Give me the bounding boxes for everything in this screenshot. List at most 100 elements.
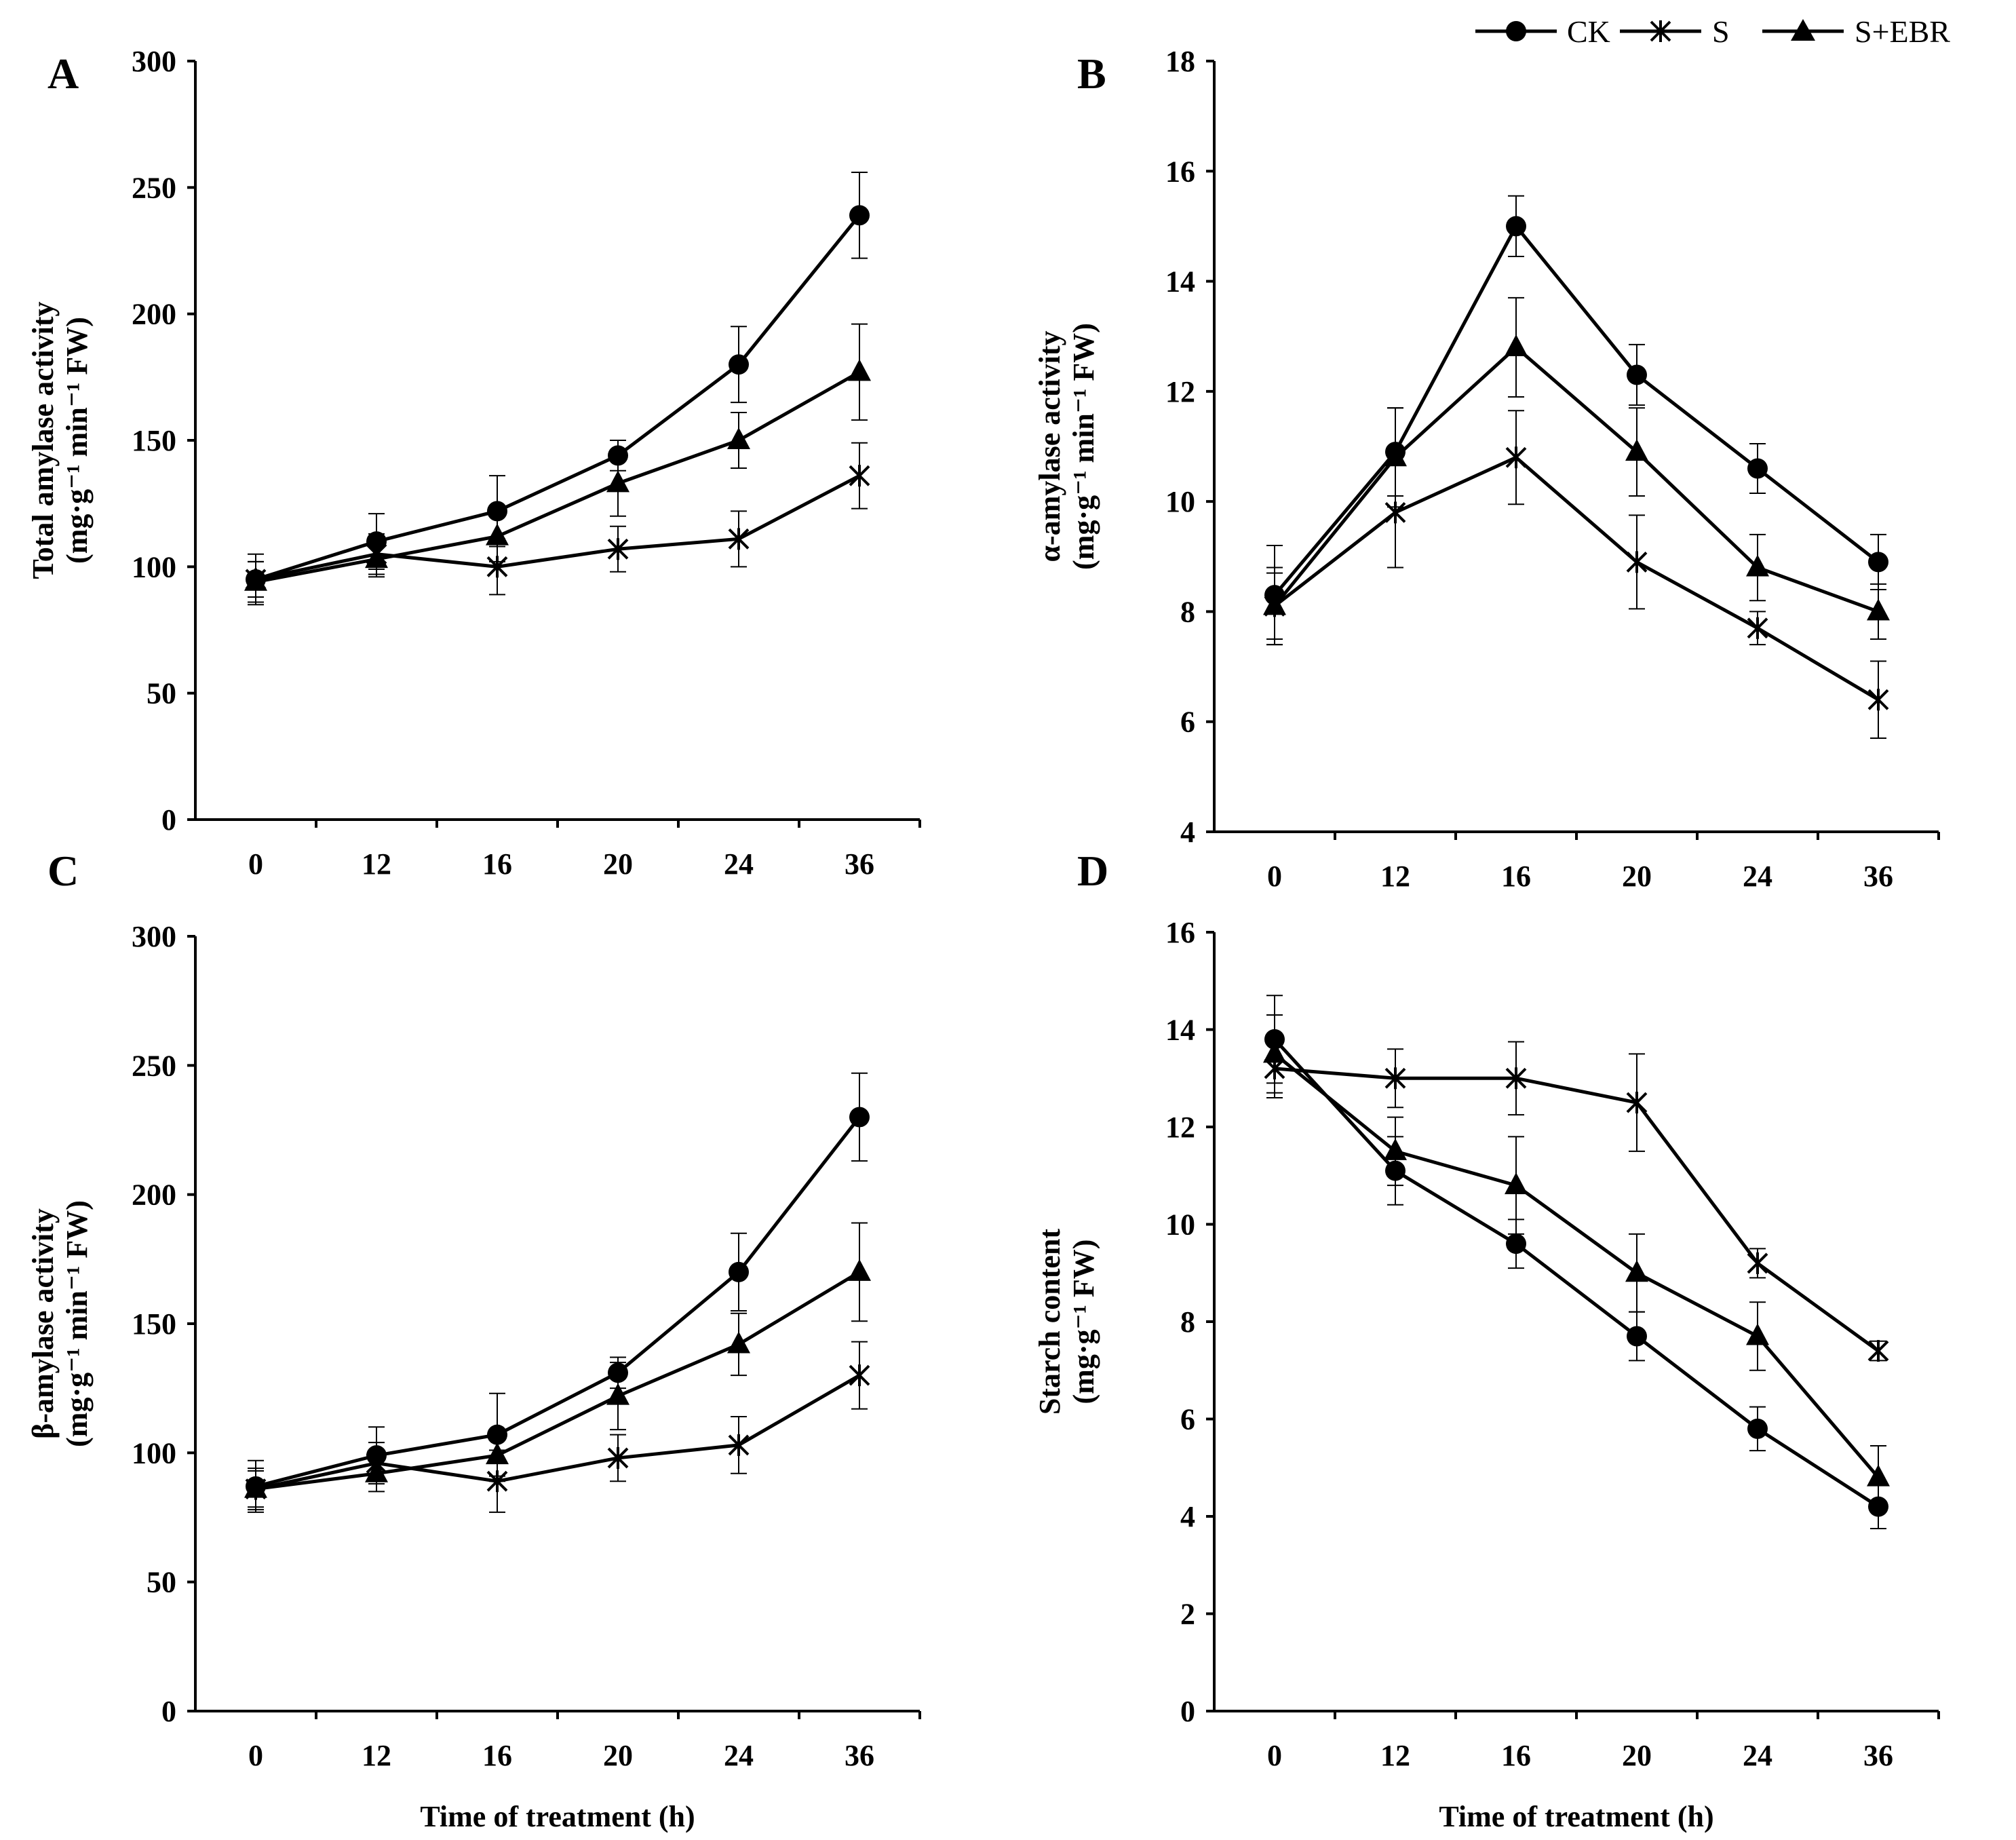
series-s-ebr-point [1384, 444, 1407, 467]
y-tick-label: 8 [1180, 1305, 1195, 1339]
x-tick-label: 0 [248, 1739, 263, 1772]
y-tick-label: 150 [132, 1307, 176, 1341]
y-tick-label: 16 [1165, 155, 1195, 188]
y-axis-title: (mg·g⁻¹ min⁻¹ FW) [60, 1200, 94, 1447]
series-s-point [607, 538, 629, 560]
series-s-line [1273, 455, 1880, 702]
series-s-ebr-point [727, 1331, 750, 1354]
y-tick-label: 2 [1180, 1598, 1195, 1631]
y-axis-title: (mg·g⁻¹ min⁻¹ FW) [1067, 323, 1100, 570]
x-tick-label: 12 [362, 847, 391, 881]
x-tick-label: 16 [1501, 1739, 1531, 1772]
series-ck-point [1627, 364, 1647, 385]
x-tick-label: 12 [1380, 860, 1410, 893]
x-tick-label: 20 [1622, 860, 1652, 893]
panel-label-d: D [1077, 847, 1108, 895]
series-ck-point [1868, 552, 1888, 573]
panel-a-total-amylase: 0 50 100 150 200 250 300 0 12 16 20 24 36 Total amyla… [26, 45, 921, 881]
x-tick-label: 16 [482, 847, 512, 881]
series-ck-line [1273, 223, 1880, 596]
x-tick-label: 0 [1267, 860, 1282, 893]
y-tick-label: 14 [1165, 1014, 1195, 1047]
y-tick-label: 200 [132, 1178, 176, 1212]
y-tick-label: 300 [132, 920, 176, 953]
series-s-ebr-point [1263, 1041, 1286, 1063]
asterisk-marker [1650, 20, 1671, 42]
series-s-point [1867, 689, 1889, 711]
series-s-ebr-point [365, 1460, 388, 1482]
series-s-ebr-point [486, 523, 509, 545]
y-axis-title: Starch content [1033, 1229, 1066, 1415]
series-s-ebr-point [606, 1383, 629, 1405]
legend: CK S S+EBR [1475, 14, 1950, 49]
y-tick-label: 4 [1180, 1500, 1195, 1533]
series-ck-point [1506, 216, 1526, 237]
series-ck-point [729, 354, 749, 375]
series-ck-line [1273, 1038, 1880, 1508]
series-ck [1264, 195, 1888, 646]
y-tick-label: 250 [132, 1049, 176, 1082]
series-s-ebr-point [1625, 439, 1648, 461]
x-tick-label: 0 [1267, 1739, 1282, 1772]
series-s-point [728, 1434, 750, 1456]
series-s-point [849, 1364, 870, 1387]
series-s-ebr-point [727, 427, 750, 449]
legend-label-s-ebr: S+EBR [1855, 14, 1950, 49]
x-tick-label: 36 [845, 847, 874, 881]
series-s-ebr-point [1505, 1172, 1528, 1195]
series-s-ebr-line [1273, 1052, 1880, 1479]
series-s-line [255, 474, 861, 581]
x-tick-label: 20 [603, 1739, 633, 1772]
y-tick-label: 12 [1165, 375, 1195, 408]
series-s-point [1505, 1067, 1527, 1090]
series-s [1264, 1038, 1889, 1362]
series-s-ebr-point [244, 569, 267, 591]
x-tick-label: 24 [724, 1739, 754, 1772]
panel-b-alpha-amylase: 4 6 8 10 12 14 16 18 0 12 16 20 24 36 α-amylase activi… [1033, 45, 1940, 893]
series-s-point [1867, 1340, 1889, 1362]
series-s [1264, 410, 1889, 740]
x-tick-label: 12 [1380, 1739, 1410, 1772]
series-s-point [607, 1446, 629, 1469]
x-tick-label: 36 [1863, 860, 1893, 893]
y-tick-label: 200 [132, 298, 176, 331]
x-tick-label: 36 [1863, 1739, 1893, 1772]
series-s-ebr-point [486, 1442, 509, 1465]
y-tick-label: 6 [1180, 1403, 1195, 1436]
y-tick-label: 4 [1180, 816, 1195, 849]
circle-marker [1506, 21, 1526, 41]
x-axis-title: Time of treatment (h) [420, 1800, 695, 1833]
series-ck-point [1747, 1418, 1768, 1439]
y-tick-label: 16 [1165, 916, 1195, 949]
series-s-ebr [244, 1222, 871, 1508]
y-tick-label: 12 [1165, 1111, 1195, 1144]
series-ck [1264, 995, 1888, 1529]
y-axis-title: β-amylase activity [26, 1208, 60, 1439]
series-ck-line [255, 214, 861, 581]
series-s-ebr-line [1273, 345, 1879, 613]
series-s-ebr [244, 323, 871, 603]
x-axis-title: Time of treatment (h) [1439, 1800, 1713, 1833]
y-axis-title: (mg·g⁻¹ min⁻¹ FW) [60, 317, 94, 564]
legend-label-s: S [1712, 14, 1730, 49]
x-tick-label: 12 [362, 1739, 391, 1772]
y-tick-label: 0 [1180, 1695, 1195, 1728]
x-tick-label: 0 [248, 847, 263, 881]
panel-label-c: C [47, 847, 79, 895]
series-s-point [728, 528, 750, 550]
panel-c-beta-amylase: 0 50 100 150 200 250 300 0 12 16 20 24 36 β-amylase a… [26, 920, 921, 1833]
series-s-ebr-point [1746, 1323, 1769, 1345]
series-s-ebr-point [1263, 593, 1286, 615]
x-tick-label: 24 [1743, 1739, 1772, 1772]
series-ck-point [1506, 1233, 1526, 1254]
x-tick-label: 16 [1501, 860, 1531, 893]
series-ck-point [1747, 458, 1768, 479]
series-s-ebr-point [848, 1259, 871, 1281]
series-s-point [1626, 551, 1648, 573]
series-ck-point [1627, 1326, 1647, 1347]
y-tick-label: 300 [132, 45, 176, 78]
y-axis-title: Total amylase activity [26, 302, 60, 579]
series-s-ebr-point [1867, 1464, 1890, 1487]
series-s-point [1505, 446, 1527, 469]
